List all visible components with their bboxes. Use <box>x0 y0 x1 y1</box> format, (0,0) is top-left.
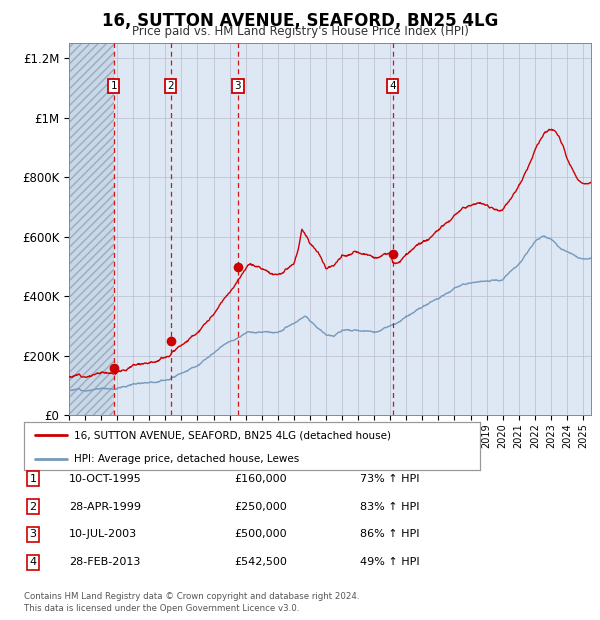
Text: 3: 3 <box>29 529 37 539</box>
Text: 86% ↑ HPI: 86% ↑ HPI <box>360 529 419 539</box>
Text: £542,500: £542,500 <box>234 557 287 567</box>
Text: £500,000: £500,000 <box>234 529 287 539</box>
Text: 3: 3 <box>235 81 241 91</box>
Text: Price paid vs. HM Land Registry's House Price Index (HPI): Price paid vs. HM Land Registry's House … <box>131 25 469 38</box>
Text: £250,000: £250,000 <box>234 502 287 512</box>
Text: 4: 4 <box>29 557 37 567</box>
Text: HPI: Average price, detached house, Lewes: HPI: Average price, detached house, Lewe… <box>74 454 299 464</box>
Text: 1: 1 <box>29 474 37 484</box>
Text: 83% ↑ HPI: 83% ↑ HPI <box>360 502 419 512</box>
Text: £160,000: £160,000 <box>234 474 287 484</box>
Text: 2: 2 <box>167 81 174 91</box>
Text: 16, SUTTON AVENUE, SEAFORD, BN25 4LG: 16, SUTTON AVENUE, SEAFORD, BN25 4LG <box>102 12 498 30</box>
Text: 2: 2 <box>29 502 37 512</box>
Text: Contains HM Land Registry data © Crown copyright and database right 2024.
This d: Contains HM Land Registry data © Crown c… <box>24 591 359 613</box>
Text: 28-APR-1999: 28-APR-1999 <box>69 502 141 512</box>
Text: 28-FEB-2013: 28-FEB-2013 <box>69 557 140 567</box>
Text: 73% ↑ HPI: 73% ↑ HPI <box>360 474 419 484</box>
Text: 10-OCT-1995: 10-OCT-1995 <box>69 474 142 484</box>
Text: 1: 1 <box>110 81 117 91</box>
Text: 4: 4 <box>389 81 396 91</box>
Text: 16, SUTTON AVENUE, SEAFORD, BN25 4LG (detached house): 16, SUTTON AVENUE, SEAFORD, BN25 4LG (de… <box>74 430 391 440</box>
Text: 10-JUL-2003: 10-JUL-2003 <box>69 529 137 539</box>
Text: 49% ↑ HPI: 49% ↑ HPI <box>360 557 419 567</box>
